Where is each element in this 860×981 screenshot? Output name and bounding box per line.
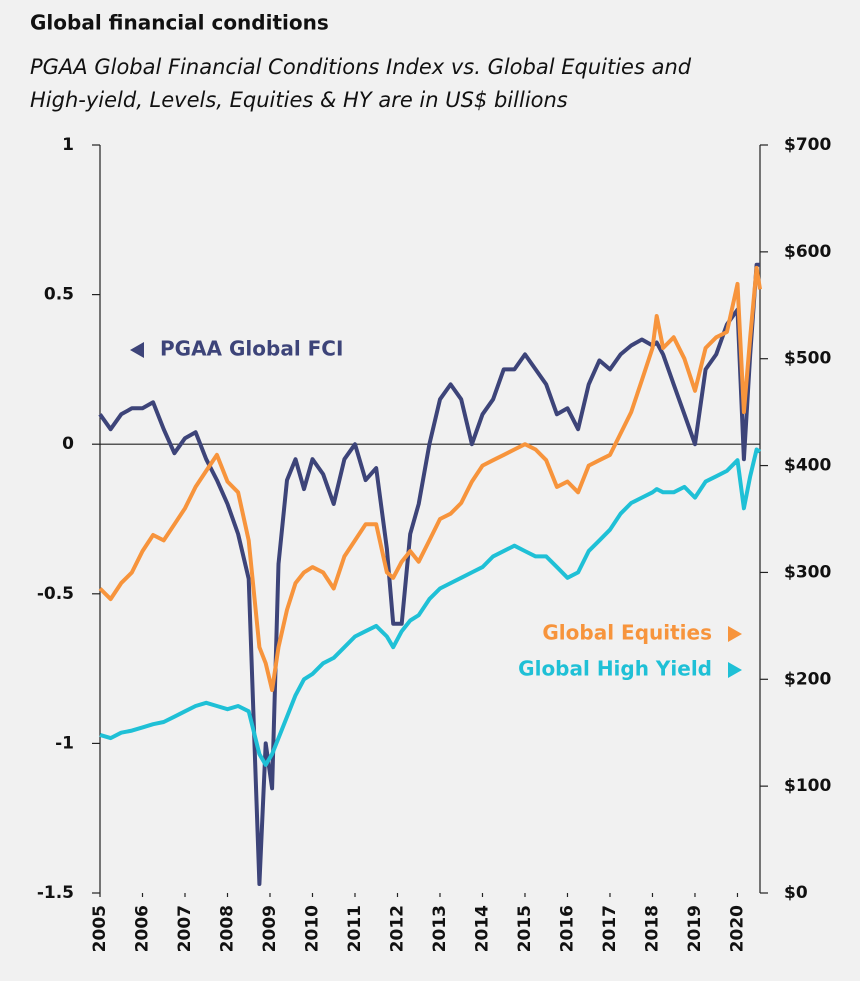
- x-tick-label: 2011: [345, 905, 365, 952]
- x-tick-label: 2018: [642, 905, 662, 952]
- y-tick-label: -0.5: [37, 584, 74, 604]
- x-tick-label: 2019: [685, 905, 705, 952]
- x-tick-label: 2014: [472, 905, 492, 952]
- y2-tick-label: $200: [784, 669, 831, 689]
- x-tick-label: 2010: [302, 905, 322, 952]
- x-tick-label: 2015: [515, 905, 535, 952]
- x-tick-label: 2016: [557, 905, 577, 952]
- y-tick-label: 0.5: [44, 285, 74, 305]
- x-tick-label: 2005: [90, 905, 110, 952]
- subtitle: High-yield, Levels, Equities & HY are in…: [30, 88, 568, 112]
- y2-tick-label: $300: [784, 562, 831, 582]
- y2-tick-label: $600: [784, 242, 831, 262]
- legend-arrow: [728, 626, 742, 642]
- series-line: [98, 262, 760, 886]
- y2-tick-label: $0: [784, 883, 808, 903]
- y-tick-label: -1.5: [37, 883, 74, 903]
- y-tick-label: -1: [55, 733, 74, 753]
- y2-tick-label: $500: [784, 349, 831, 369]
- series-line: [98, 265, 762, 692]
- x-tick-label: 2007: [175, 905, 195, 952]
- series-line: [99, 447, 762, 767]
- x-tick-label: 2013: [430, 905, 450, 952]
- legend-label: Global Equities: [542, 621, 712, 645]
- y2-tick-label: $700: [784, 135, 831, 155]
- x-tick-label: 2008: [217, 905, 237, 952]
- y2-tick-label: $400: [784, 456, 831, 476]
- x-tick-label: 2017: [600, 905, 620, 952]
- legend-arrow: [130, 342, 144, 358]
- legend-arrow: [728, 662, 742, 678]
- x-tick-label: 2009: [260, 905, 280, 952]
- legend-label: Global High Yield: [518, 657, 712, 681]
- y-tick-label: 0: [62, 434, 74, 454]
- x-tick-label: 2006: [132, 905, 152, 952]
- chart-title: Global financial conditions: [30, 11, 329, 35]
- y2-tick-label: $100: [784, 776, 831, 796]
- y-tick-label: 1: [62, 135, 74, 155]
- x-tick-label: 2012: [387, 905, 407, 952]
- legend-label: PGAA Global FCI: [160, 337, 343, 361]
- subtitle: PGAA Global Financial Conditions Index v…: [30, 55, 692, 79]
- x-tick-label: 2020: [727, 905, 747, 952]
